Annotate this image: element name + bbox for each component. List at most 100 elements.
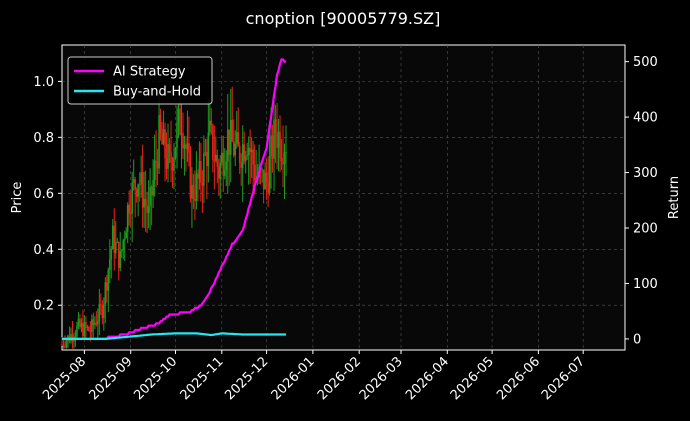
- candle-body-down: [113, 225, 116, 254]
- candle-body-up: [140, 172, 142, 185]
- candle-body-up: [119, 251, 122, 268]
- y-tick-label-left: 0.2: [33, 299, 54, 314]
- candle-body-up: [198, 161, 201, 179]
- candle-body-down: [192, 184, 195, 200]
- candle-body-down: [222, 152, 225, 176]
- candle-body-down: [267, 182, 269, 193]
- y-tick-label-left: 0.8: [33, 131, 54, 146]
- candle-body-up: [98, 304, 101, 321]
- candle-body-down: [156, 162, 159, 169]
- candle-body-down: [100, 304, 102, 306]
- candle-body-up: [234, 143, 237, 156]
- candlestick-series: [61, 86, 287, 349]
- y-tick-label-right: 0: [633, 332, 641, 347]
- candle-body-up: [143, 198, 145, 208]
- candle-body-up: [126, 204, 129, 232]
- y-tick-label-right: 400: [633, 111, 658, 126]
- candle-body-up: [246, 155, 248, 157]
- candle-body-up: [147, 205, 150, 214]
- candle-body-up: [70, 334, 72, 342]
- buy-and-hold-line: [62, 332, 286, 340]
- candle-body-up: [174, 147, 177, 158]
- candle-body-down: [188, 143, 190, 153]
- candle-body-up: [270, 135, 272, 156]
- candle-body-down: [210, 120, 213, 126]
- candle-body-down: [194, 199, 196, 201]
- y-tick-label-right: 200: [633, 222, 658, 237]
- candle-body-down: [271, 135, 274, 159]
- candle-body-up: [74, 336, 77, 339]
- candle-body-up: [152, 179, 154, 196]
- y-tick-label-left: 0.4: [33, 243, 54, 258]
- candle-body-down: [164, 129, 166, 159]
- candle-body-up: [80, 323, 83, 328]
- candle-body-up: [158, 114, 160, 169]
- candle-body-down: [279, 131, 281, 158]
- candle-body-up: [132, 179, 135, 183]
- candle-body-down: [64, 346, 66, 348]
- candle-body-up: [203, 153, 205, 186]
- candle-body-down: [182, 133, 184, 149]
- candle-body-down: [252, 149, 254, 165]
- y-tick-label-right: 500: [633, 55, 658, 70]
- candle-body-down: [101, 305, 104, 319]
- y-axis-label-right: Return: [667, 176, 682, 219]
- candle-body-down: [213, 159, 216, 161]
- candle-body-down: [240, 162, 243, 169]
- legend-label-buy-and-hold: Buy-and-Hold: [113, 85, 201, 100]
- candle-body-up: [204, 152, 207, 154]
- candle-body-up: [264, 172, 266, 190]
- candle-body-up: [247, 147, 250, 156]
- candle-body-down: [179, 108, 181, 135]
- y-tick-label-right: 100: [633, 277, 658, 292]
- candle-body-up: [177, 108, 180, 123]
- candle-body-up: [131, 182, 133, 214]
- candle-body-down: [62, 344, 65, 347]
- candle-body-up: [122, 240, 125, 251]
- candle-body-down: [232, 141, 235, 156]
- candle-body-down: [228, 129, 231, 155]
- candle-body-up: [183, 144, 186, 149]
- candle-body-up: [114, 242, 117, 254]
- grid-lines: [62, 45, 625, 350]
- candle-body-up: [111, 225, 114, 249]
- candle-body-down: [161, 133, 163, 145]
- candle-body-up: [220, 152, 223, 163]
- candle-body-down: [144, 198, 147, 206]
- candle-body-up: [195, 173, 198, 201]
- candle-body-down: [117, 241, 120, 268]
- candle-body-up: [273, 119, 275, 159]
- candle-body-up: [137, 184, 139, 197]
- candle-body-down: [170, 151, 172, 163]
- candle-body-up: [104, 282, 107, 305]
- candle-body-down: [155, 160, 157, 163]
- candle-body-up: [162, 129, 165, 145]
- candle-body-up: [229, 119, 232, 155]
- candle-body-down: [141, 172, 144, 208]
- candle-body-up: [191, 184, 193, 199]
- candle-body-down: [61, 344, 63, 346]
- candle-body-up: [225, 161, 228, 171]
- candle-body-down: [212, 125, 214, 160]
- return-lines: [62, 58, 286, 340]
- candle-body-down: [135, 189, 138, 197]
- candle-body-down: [197, 173, 199, 179]
- candle-body-up: [215, 154, 217, 161]
- candle-body-down: [253, 164, 256, 181]
- candle-body-up: [123, 238, 126, 241]
- candle-body-up: [86, 326, 89, 328]
- candle-body-up: [261, 169, 263, 171]
- candle-body-up: [176, 122, 178, 148]
- candle-body-up: [107, 269, 110, 291]
- candle-body-up: [65, 341, 68, 348]
- candle-body-down: [159, 114, 162, 134]
- candle-body-up: [116, 241, 119, 243]
- candle-body-up: [153, 160, 156, 180]
- candle-body-up: [125, 231, 128, 239]
- candle-body-down: [280, 157, 283, 162]
- candle-body-down: [238, 146, 241, 163]
- candle-body-up: [268, 155, 271, 193]
- candle-body-up: [207, 132, 210, 167]
- candle-body-up: [186, 143, 189, 149]
